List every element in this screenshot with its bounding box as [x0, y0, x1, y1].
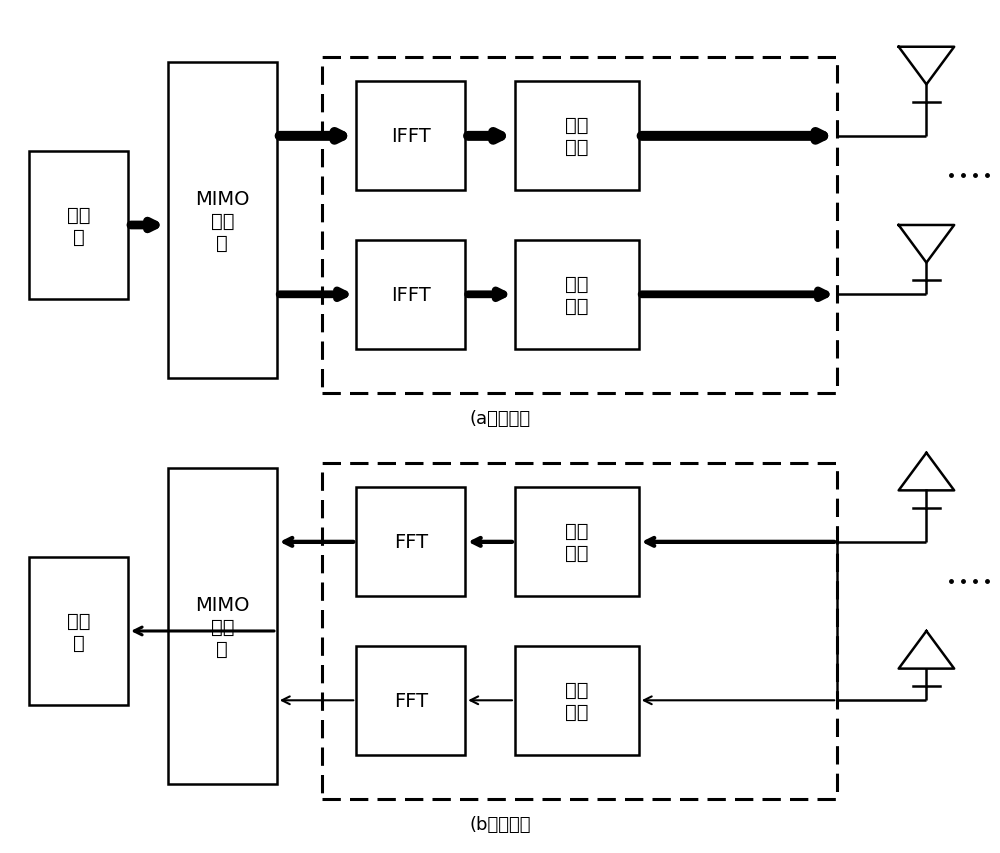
Text: 数据
宿: 数据 宿	[67, 611, 90, 652]
Text: 数据
源: 数据 源	[67, 206, 90, 247]
Text: FFT: FFT	[394, 533, 428, 552]
Bar	[29, 557, 128, 705]
Text: FFT: FFT	[394, 691, 428, 710]
Bar	[168, 62, 277, 379]
Bar	[322, 57, 837, 394]
Text: MIMO
编码
器: MIMO 编码 器	[195, 189, 250, 252]
Bar	[356, 82, 465, 191]
Bar	[515, 82, 639, 191]
Text: 去前
后缀: 去前 后缀	[565, 680, 589, 721]
Text: (b）接收端: (b）接收端	[469, 815, 531, 833]
Bar	[515, 241, 639, 350]
Text: 循环
前缀: 循环 前缀	[565, 116, 589, 157]
Bar	[168, 468, 277, 785]
Text: MIMO
解码
器: MIMO 解码 器	[195, 595, 250, 658]
Bar	[515, 646, 639, 755]
Bar	[322, 463, 837, 799]
Text: 去前
后缀: 去前 后缀	[565, 522, 589, 563]
Bar	[515, 488, 639, 596]
Text: (a）发送端: (a）发送端	[469, 409, 531, 427]
Text: 循环
前缀: 循环 前缀	[565, 275, 589, 316]
Bar	[356, 241, 465, 350]
Text: IFFT: IFFT	[391, 127, 431, 146]
Bar	[356, 646, 465, 755]
Bar	[29, 152, 128, 300]
Text: IFFT: IFFT	[391, 286, 431, 305]
Bar	[356, 488, 465, 596]
